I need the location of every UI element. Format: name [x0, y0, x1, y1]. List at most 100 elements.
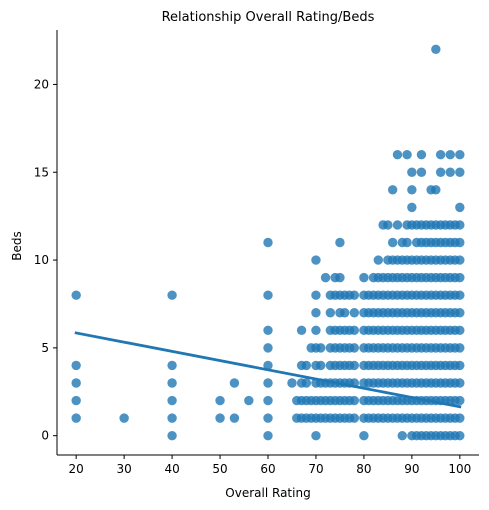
y-tick-label: 20	[34, 77, 49, 91]
x-tick-label: 80	[356, 462, 371, 476]
data-point	[455, 202, 465, 213]
data-point	[387, 237, 398, 248]
data-point	[407, 185, 417, 195]
axes: 20 30 40 50 60 70 80 90 100 0 5 10 15 20	[34, 30, 479, 476]
data-point	[407, 167, 417, 177]
data-point	[71, 378, 81, 388]
x-tick-label: 50	[212, 462, 227, 476]
data-point	[349, 325, 360, 336]
data-point	[416, 149, 427, 160]
data-point	[349, 290, 360, 300]
x-tick-label: 60	[260, 462, 275, 476]
data-point	[431, 44, 441, 55]
data-point	[167, 378, 177, 388]
data-point	[263, 343, 273, 353]
data-point	[167, 290, 177, 300]
data-point	[455, 290, 465, 300]
data-point	[392, 220, 403, 230]
data-point	[287, 378, 297, 388]
data-point	[296, 325, 307, 336]
x-tick-label: 40	[164, 462, 179, 476]
data-point	[229, 413, 240, 423]
data-point	[263, 413, 273, 423]
data-point	[349, 343, 360, 353]
data-point	[397, 430, 407, 441]
data-point	[349, 395, 360, 406]
data-point	[311, 430, 321, 441]
y-tick-label: 0	[41, 429, 49, 443]
data-point	[215, 413, 225, 423]
data-point	[402, 149, 412, 160]
data-point	[71, 360, 81, 371]
data-point	[431, 185, 441, 195]
data-point	[455, 343, 465, 353]
y-axis-label: Beds	[10, 231, 24, 260]
data-point	[455, 395, 465, 406]
regression-line	[74, 331, 462, 409]
data-point	[215, 395, 225, 406]
data-point	[455, 325, 465, 336]
data-point	[455, 237, 465, 248]
data-point	[349, 413, 360, 423]
data-point	[387, 185, 398, 195]
data-point	[301, 378, 312, 388]
y-tick-label: 15	[34, 165, 49, 179]
data-point	[316, 343, 326, 353]
data-point	[373, 255, 383, 265]
data-point	[455, 167, 465, 177]
data-point	[263, 430, 273, 441]
data-point	[435, 149, 446, 160]
data-point	[311, 255, 321, 265]
data-point	[167, 413, 177, 423]
data-point	[340, 308, 350, 318]
data-point	[71, 395, 81, 406]
data-point	[263, 378, 273, 388]
data-point	[335, 237, 345, 248]
data-point	[335, 272, 345, 283]
x-tick-label: 100	[448, 462, 471, 476]
points-layer	[71, 44, 465, 441]
data-point	[455, 255, 465, 265]
data-point	[445, 149, 455, 160]
regression-layer	[74, 331, 462, 409]
data-point	[455, 272, 465, 283]
data-point	[325, 308, 336, 318]
data-point	[71, 413, 81, 423]
data-point	[311, 308, 321, 318]
data-point	[311, 325, 321, 336]
data-point	[392, 149, 403, 160]
data-point	[263, 395, 273, 406]
data-point	[445, 167, 455, 177]
data-point	[455, 149, 465, 160]
data-point	[263, 237, 273, 248]
data-point	[455, 413, 465, 423]
data-point	[455, 220, 465, 230]
y-tick-label: 10	[34, 253, 49, 267]
data-point	[167, 360, 177, 371]
data-point	[402, 237, 412, 248]
data-point	[244, 395, 254, 406]
data-point	[263, 360, 273, 371]
data-point	[167, 395, 177, 406]
data-point	[455, 378, 465, 388]
data-point	[263, 325, 273, 336]
data-point	[416, 167, 427, 177]
data-point	[455, 430, 465, 441]
data-point	[167, 430, 177, 441]
x-tick-label: 90	[404, 462, 419, 476]
data-point	[359, 430, 369, 441]
data-point	[349, 360, 360, 371]
y-tick-label: 5	[41, 341, 49, 355]
data-point	[320, 272, 331, 283]
data-point	[229, 378, 240, 388]
x-tick-label: 30	[116, 462, 131, 476]
x-tick-label: 70	[308, 462, 323, 476]
data-point	[359, 272, 369, 283]
chart-title: Relationship Overall Rating/Beds	[162, 10, 375, 25]
data-point	[455, 308, 465, 318]
data-point	[316, 360, 326, 371]
data-point	[263, 290, 273, 300]
x-axis-label: Overall Rating	[225, 486, 310, 500]
data-point	[435, 167, 446, 177]
